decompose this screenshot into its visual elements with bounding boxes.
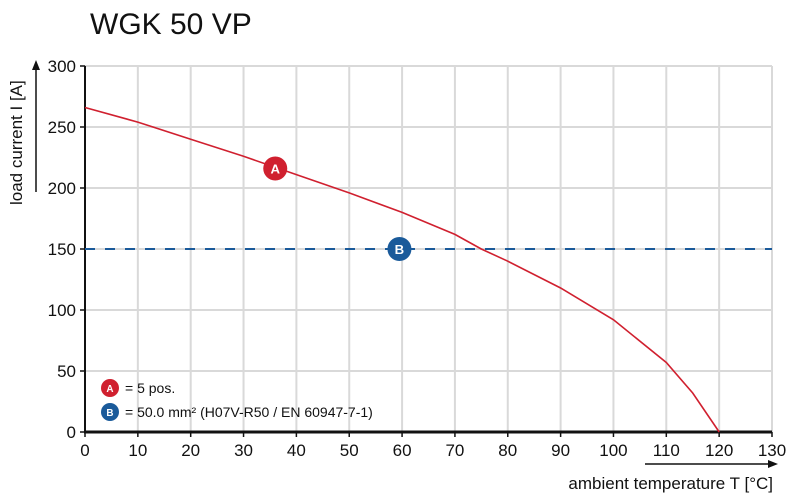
series-marker-a-circle [263, 156, 288, 181]
legend-marker-a-circle [101, 379, 119, 397]
chart-title: WGK 50 VP [90, 8, 252, 41]
x-axis-label: ambient temperature T [°C] [568, 474, 773, 493]
y-axis-label: load current I [A] [7, 80, 26, 205]
legend-marker-b-letter: B [106, 408, 113, 419]
y-tick-label: 250 [48, 118, 76, 137]
legend-text-b: = 50.0 mm² (H07V-R50 / EN 60947-7-1) [125, 404, 373, 420]
y-axis-arrowhead [32, 60, 40, 70]
x-tick-label: 70 [445, 441, 464, 460]
y-tick-label: 100 [48, 301, 76, 320]
y-tick-label: 50 [57, 362, 76, 381]
x-axis-arrowhead [768, 460, 778, 468]
series-line-a [84, 106, 720, 433]
x-tick-label: 60 [393, 441, 412, 460]
x-tick-label: 20 [181, 441, 200, 460]
x-tick-label: 50 [340, 441, 359, 460]
legend-marker-b-circle [101, 403, 119, 421]
x-tick-label: 130 [758, 441, 786, 460]
x-tick-label: 0 [80, 441, 89, 460]
series-marker-a-letter: A [270, 162, 280, 177]
series-marker-b-circle [387, 237, 412, 261]
x-tick-label: 110 [653, 441, 680, 460]
y-tick-label: 0 [67, 423, 76, 442]
x-tick-label: 40 [287, 441, 306, 460]
legend-text-a: = 5 pos. [125, 380, 175, 396]
x-tick-label: 100 [599, 441, 627, 460]
x-tick-label: 10 [128, 441, 147, 460]
x-tick-label: 80 [498, 441, 517, 460]
legend-marker-a-letter: A [106, 384, 113, 395]
y-tick-label: 300 [48, 57, 76, 76]
x-tick-label: 120 [705, 441, 733, 460]
series-marker-b-letter: B [395, 242, 405, 257]
y-tick-label: 200 [48, 179, 76, 198]
y-tick-label: 150 [48, 240, 76, 259]
x-tick-label: 90 [551, 441, 570, 460]
x-tick-label: 30 [234, 441, 253, 460]
